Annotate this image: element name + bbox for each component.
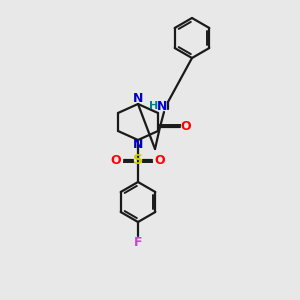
Text: O: O <box>111 154 121 166</box>
Text: H: H <box>149 101 159 111</box>
Text: O: O <box>181 121 191 134</box>
Text: N: N <box>133 139 143 152</box>
Text: N: N <box>157 100 167 113</box>
Text: N: N <box>133 92 143 106</box>
Text: O: O <box>155 154 165 166</box>
Text: S: S <box>133 153 143 167</box>
Text: F: F <box>134 236 142 248</box>
